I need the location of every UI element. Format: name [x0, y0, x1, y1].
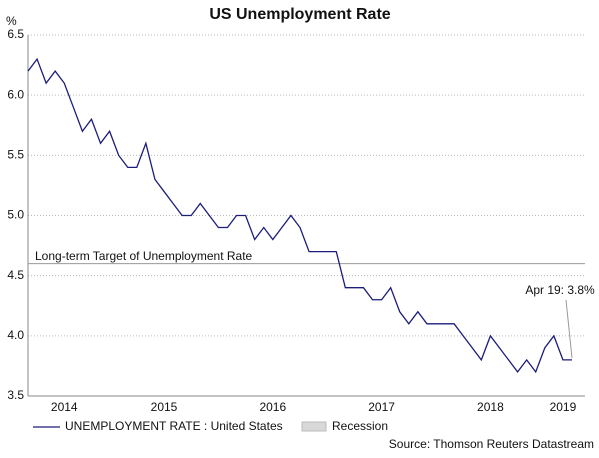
legend-swatch: [301, 421, 327, 432]
series-line: [27, 57, 572, 374]
y-tick-label: 4.0: [7, 328, 24, 342]
y-tick-label: 5.0: [7, 208, 24, 222]
y-tick-label: 6.5: [7, 27, 24, 41]
legend-label: UNEMPLOYMENT RATE : United States: [65, 419, 283, 433]
x-tick-label: 2018: [477, 400, 504, 414]
annotation: Apr 19: 3.8%: [525, 283, 595, 297]
x-tick-label: 2016: [259, 400, 286, 414]
x-tick-label: 2014: [51, 400, 78, 414]
x-tick-label: 2017: [368, 400, 395, 414]
x-tick-label: 2019: [550, 400, 577, 414]
y-unit: %: [6, 14, 17, 28]
reference-label: Long-term Target of Unemployment Rate: [35, 249, 253, 263]
source: Source: Thomson Reuters Datastream: [389, 437, 594, 451]
y-tick-label: 3.5: [7, 388, 24, 402]
y-tick-label: 4.5: [7, 268, 24, 282]
legend-label: Recession: [332, 419, 388, 433]
x-tick-label: 2015: [151, 400, 178, 414]
chart-title: US Unemployment Rate: [209, 6, 390, 23]
y-tick-label: 5.5: [7, 148, 24, 162]
y-tick-label: 6.0: [7, 87, 24, 101]
annotation-pointer: [565, 299, 573, 358]
